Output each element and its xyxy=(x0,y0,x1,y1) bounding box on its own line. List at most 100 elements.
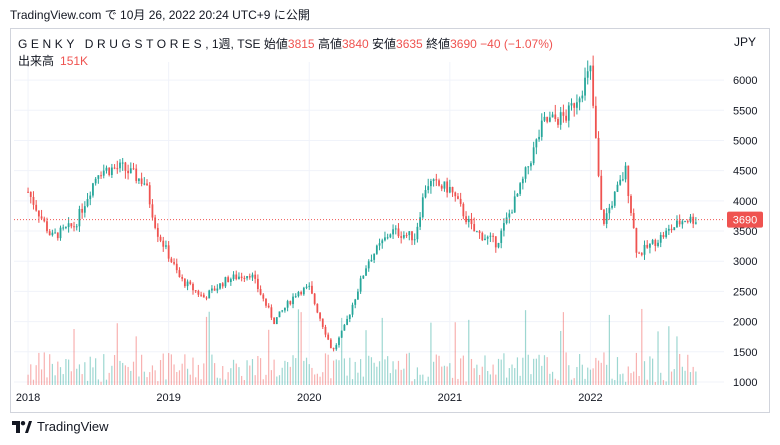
volume-bar xyxy=(500,359,502,385)
candle-body xyxy=(265,298,267,306)
candle-body xyxy=(311,285,313,294)
candle-body xyxy=(413,239,416,241)
candle-body xyxy=(608,207,611,214)
candle-body xyxy=(651,240,654,244)
candle-body xyxy=(67,223,70,228)
volume-bar xyxy=(660,372,662,385)
candle-body xyxy=(570,103,573,106)
volume-bar xyxy=(311,367,313,385)
candle-body xyxy=(100,175,102,177)
volume-bar xyxy=(422,374,424,385)
volume-bar xyxy=(211,354,213,385)
candle-body xyxy=(692,216,695,224)
candle-body xyxy=(329,339,332,349)
candle-body xyxy=(270,307,273,318)
volume-bar xyxy=(543,355,546,385)
volume-bar xyxy=(657,331,659,385)
time-axis[interactable]: 2018 2019 2020 2021 2022 xyxy=(16,392,603,404)
candle-body xyxy=(681,221,684,225)
candle-body xyxy=(189,281,192,284)
tradingview-logo[interactable]: TradingView xyxy=(12,419,109,434)
candle-body xyxy=(484,238,486,241)
volume-bar xyxy=(154,370,156,385)
candle-body xyxy=(581,95,584,99)
candle-body xyxy=(178,270,181,278)
candle-body xyxy=(216,288,219,291)
volume-bar xyxy=(254,375,256,385)
candle-body xyxy=(373,253,376,260)
candle-body xyxy=(37,210,40,217)
candle-body xyxy=(421,197,424,218)
candle-body xyxy=(576,102,578,108)
candle-body xyxy=(175,263,178,271)
volume-bar xyxy=(289,366,291,385)
candle-body xyxy=(121,162,124,164)
candle-body xyxy=(102,170,105,176)
candle-body xyxy=(192,283,194,291)
candle-body xyxy=(294,296,297,298)
volume-bar xyxy=(27,374,29,385)
y-tick-label: 5500 xyxy=(733,105,757,117)
volume-bar xyxy=(354,361,356,385)
volume-bar xyxy=(122,362,124,385)
volume-bar xyxy=(589,369,592,385)
volume-bar xyxy=(362,376,364,385)
volume-bar xyxy=(108,372,110,385)
volume-bar xyxy=(100,381,102,385)
volume-bar xyxy=(484,355,486,385)
volume-bar xyxy=(473,368,475,385)
volume-bar xyxy=(541,365,543,385)
volume-bar xyxy=(343,358,345,385)
candle-body xyxy=(481,232,484,241)
volume-bar xyxy=(143,371,145,385)
candle-body xyxy=(467,218,470,223)
candle-body xyxy=(508,213,511,218)
candle-body xyxy=(213,288,216,291)
volume-bar xyxy=(389,373,391,385)
candle-body xyxy=(354,299,357,305)
volume-bar xyxy=(668,326,670,385)
low-value: 3635 xyxy=(396,37,423,51)
y-tick-label: 3000 xyxy=(733,256,757,268)
candle-body xyxy=(197,290,200,295)
candle-body xyxy=(627,165,630,197)
volume-bar xyxy=(70,371,72,385)
candle-body xyxy=(497,242,500,248)
candle-body xyxy=(173,262,175,264)
volume-bar xyxy=(695,371,697,385)
candle-body xyxy=(649,243,651,248)
candle-body xyxy=(89,195,92,200)
candle-body xyxy=(186,281,189,287)
candle-body xyxy=(259,289,262,295)
volume-bar xyxy=(135,336,137,385)
volume-bar xyxy=(516,357,519,385)
candle-body xyxy=(97,175,100,179)
candle-body xyxy=(540,120,543,137)
volume-bar xyxy=(332,360,335,385)
volume-bar xyxy=(219,378,221,385)
volume-bar xyxy=(297,309,300,385)
candle-body xyxy=(32,196,35,205)
volume-bar xyxy=(338,360,340,385)
candle-body xyxy=(427,186,430,191)
candle-body xyxy=(262,294,265,299)
volume-bar xyxy=(208,311,210,385)
volume-bar xyxy=(476,364,478,385)
close-label: 終値 xyxy=(426,37,451,51)
volume-bar xyxy=(430,322,432,385)
symbol-name[interactable]: GENKY DRUGSTORES xyxy=(18,37,206,51)
volume-bar xyxy=(652,358,654,385)
candle-body xyxy=(35,204,38,211)
volume-bar xyxy=(684,370,686,385)
volume-bar xyxy=(238,367,240,385)
volume-bar xyxy=(492,364,494,385)
volume-bar xyxy=(614,380,616,385)
candle-body xyxy=(635,228,638,253)
volume-bar xyxy=(49,354,51,385)
candle-body xyxy=(46,221,48,232)
open-value: 3815 xyxy=(287,37,315,51)
volume-bar xyxy=(533,358,535,385)
price-axis[interactable]: 1000 1500 2000 2500 3000 3500 4000 4500 5000 5500… xyxy=(733,75,757,389)
volume-bar xyxy=(284,360,286,385)
